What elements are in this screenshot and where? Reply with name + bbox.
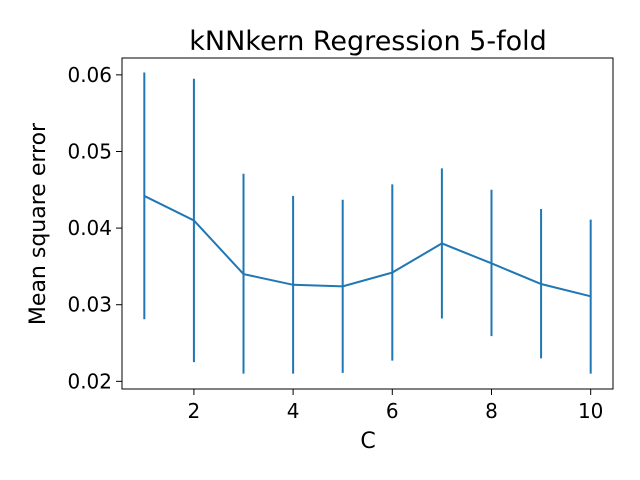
y-tick-label: 0.02 [67,369,112,393]
x-tick-label: 4 [287,399,300,423]
y-axis-label: Mean square error [26,122,51,325]
y-tick-label: 0.03 [67,293,112,317]
y-tick-label: 0.06 [67,63,112,87]
x-tick-label: 2 [188,399,201,423]
plot-frame [121,57,614,390]
plot-area [143,72,592,374]
y-tick-label: 0.04 [67,216,112,240]
series-line [143,195,591,298]
chart-title: kNNkern Regression 5-fold [189,26,547,57]
x-tick-label: 8 [485,399,498,423]
axis-ticks: 2 4 6 8 10 0.02 0.03 0.04 0.05 0.06 [67,63,603,423]
x-tick-label: 6 [386,399,399,423]
y-tick-label: 0.05 [67,139,112,163]
x-tick-label: 10 [578,399,603,423]
x-axis-label: C [360,429,375,454]
